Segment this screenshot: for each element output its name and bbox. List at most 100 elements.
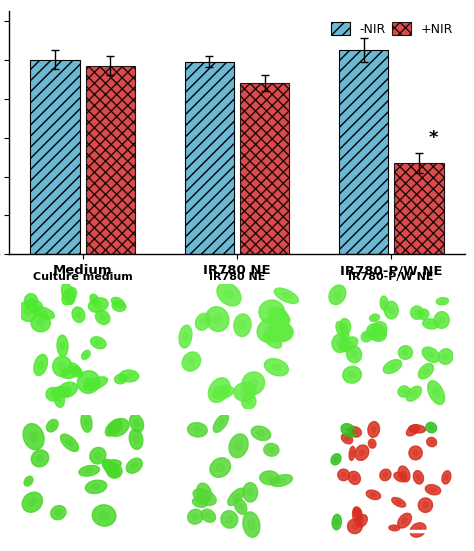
Ellipse shape [62,283,74,304]
Ellipse shape [421,312,426,316]
Ellipse shape [410,428,415,433]
Ellipse shape [218,419,224,426]
Ellipse shape [134,420,139,426]
Ellipse shape [274,288,299,304]
Ellipse shape [348,471,360,484]
Ellipse shape [430,440,434,444]
Ellipse shape [246,399,252,404]
Ellipse shape [206,307,229,332]
Ellipse shape [334,291,340,299]
Ellipse shape [417,475,420,480]
Ellipse shape [268,447,274,452]
Ellipse shape [188,358,195,365]
Ellipse shape [25,300,42,311]
Ellipse shape [91,381,100,386]
Ellipse shape [425,485,441,495]
Ellipse shape [111,298,124,307]
Ellipse shape [383,473,387,477]
Ellipse shape [414,428,420,430]
Ellipse shape [348,371,356,378]
Ellipse shape [25,294,38,308]
Ellipse shape [201,489,207,496]
Ellipse shape [375,327,382,334]
Ellipse shape [126,374,133,378]
Ellipse shape [340,327,345,334]
Ellipse shape [257,430,264,436]
Ellipse shape [61,366,81,379]
Ellipse shape [188,423,207,437]
Ellipse shape [336,321,349,340]
Ellipse shape [370,314,380,321]
Ellipse shape [129,414,144,432]
Ellipse shape [402,518,407,523]
Title: Culture medium: Culture medium [34,272,133,282]
Ellipse shape [392,498,406,507]
Ellipse shape [349,446,355,461]
Ellipse shape [367,324,386,342]
Ellipse shape [23,424,44,450]
Y-axis label: +NIR: +NIR [0,471,18,484]
Ellipse shape [79,466,100,476]
Ellipse shape [406,386,421,401]
Ellipse shape [28,298,34,304]
Ellipse shape [224,290,234,299]
Ellipse shape [396,500,401,504]
Ellipse shape [115,300,120,304]
Ellipse shape [346,428,351,433]
Ellipse shape [423,368,429,374]
Ellipse shape [355,445,369,461]
Ellipse shape [341,473,346,477]
Ellipse shape [192,498,207,507]
Ellipse shape [353,430,357,434]
Ellipse shape [95,302,102,308]
Ellipse shape [411,391,417,397]
Ellipse shape [213,414,228,433]
Ellipse shape [57,396,61,402]
Ellipse shape [126,458,142,473]
Ellipse shape [353,507,362,518]
Ellipse shape [200,318,206,325]
Ellipse shape [409,425,426,433]
Ellipse shape [436,298,448,305]
Ellipse shape [273,322,291,341]
Title: IR780-P/W NE: IR780-P/W NE [348,272,433,282]
Ellipse shape [18,301,37,321]
Ellipse shape [95,310,110,325]
Ellipse shape [277,478,286,483]
Ellipse shape [81,413,92,432]
Ellipse shape [57,335,68,356]
Ellipse shape [112,301,126,311]
Ellipse shape [118,377,123,381]
Ellipse shape [341,424,356,437]
Ellipse shape [282,293,291,299]
Ellipse shape [84,378,93,386]
Ellipse shape [413,450,418,456]
Ellipse shape [403,350,408,355]
Ellipse shape [213,315,222,324]
Ellipse shape [82,350,90,359]
Ellipse shape [346,345,362,363]
Ellipse shape [418,309,429,320]
Ellipse shape [105,419,122,436]
Ellipse shape [352,523,358,529]
Ellipse shape [238,504,243,510]
Ellipse shape [428,322,434,326]
Ellipse shape [30,432,37,441]
Ellipse shape [242,372,264,395]
Ellipse shape [46,419,58,432]
Ellipse shape [37,320,44,326]
Ellipse shape [373,316,376,319]
Ellipse shape [235,441,242,450]
Ellipse shape [401,390,406,393]
Ellipse shape [95,341,101,345]
Ellipse shape [217,283,241,306]
Ellipse shape [332,514,341,530]
Ellipse shape [216,464,224,471]
Ellipse shape [30,304,37,308]
Ellipse shape [265,325,275,334]
Ellipse shape [58,390,65,394]
Ellipse shape [383,300,385,306]
Ellipse shape [209,378,230,402]
Ellipse shape [384,301,398,319]
Ellipse shape [131,463,137,468]
